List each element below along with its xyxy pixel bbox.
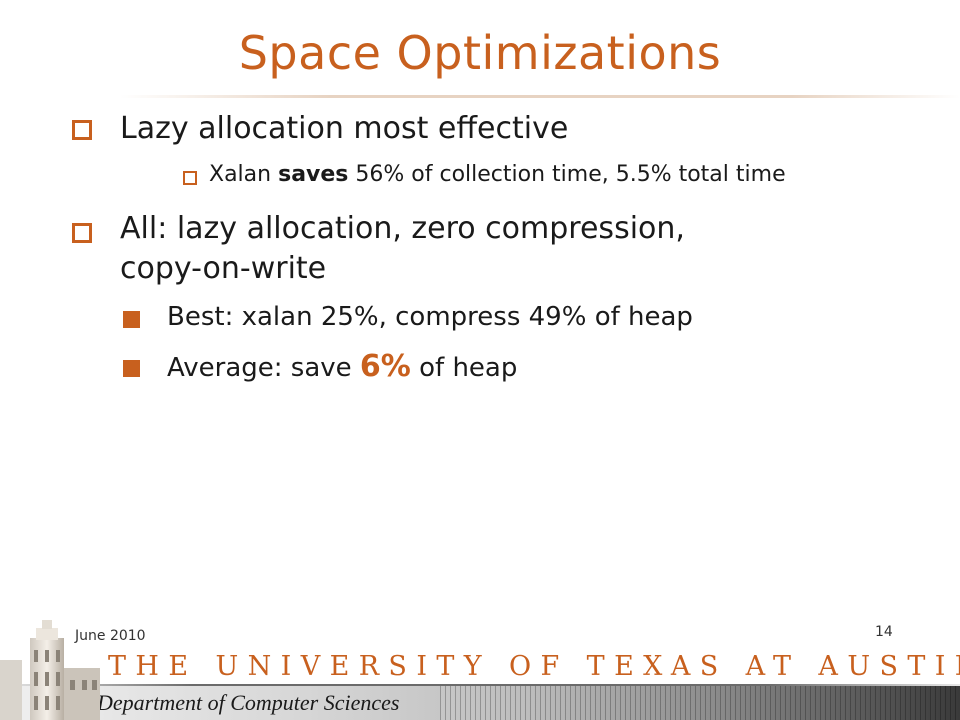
bullet-all-optimizations-line2: copy-on-write	[120, 251, 327, 286]
footer-date: June 2010	[75, 628, 146, 644]
department-label: Department of Computer Sciences	[97, 690, 400, 715]
department-bar	[0, 686, 960, 720]
subbullet-xalan-saves: Xalan saves 56% of collection time, 5.5%…	[209, 162, 786, 187]
subbullet-text-post: 56% of collection time, 5.5% total time	[348, 162, 786, 187]
footer-rule	[0, 684, 960, 686]
ut-tower-icon	[0, 620, 100, 720]
hollow-square-subbullet-icon	[183, 171, 197, 185]
average-highlight-value: 6%	[359, 349, 411, 384]
average-text-post: of heap	[410, 353, 518, 383]
solid-square-bullet-icon	[123, 360, 140, 377]
title-underline	[120, 95, 960, 98]
hollow-square-bullet-icon	[72, 223, 92, 243]
bullet-average-result: Average: save 6% of heap	[167, 349, 517, 384]
bullet-all-optimizations-line1: All: lazy allocation, zero compression,	[120, 211, 685, 246]
hollow-square-bullet-icon	[72, 120, 92, 140]
university-wordmark: THE UNIVERSITY OF TEXAS AT AUSTIN	[108, 651, 960, 682]
average-text-pre: Average: save	[167, 353, 360, 383]
solid-square-bullet-icon	[123, 311, 140, 328]
slide-title: Space Optimizations	[238, 26, 722, 80]
subbullet-text-pre: Xalan	[209, 162, 279, 187]
bullet-best-result: Best: xalan 25%, compress 49% of heap	[167, 302, 693, 332]
page-number: 14	[875, 624, 893, 640]
department-bar-stripes	[440, 686, 960, 720]
subbullet-text-bold: saves	[278, 162, 349, 187]
bullet-lazy-allocation: Lazy allocation most effective	[120, 111, 569, 146]
